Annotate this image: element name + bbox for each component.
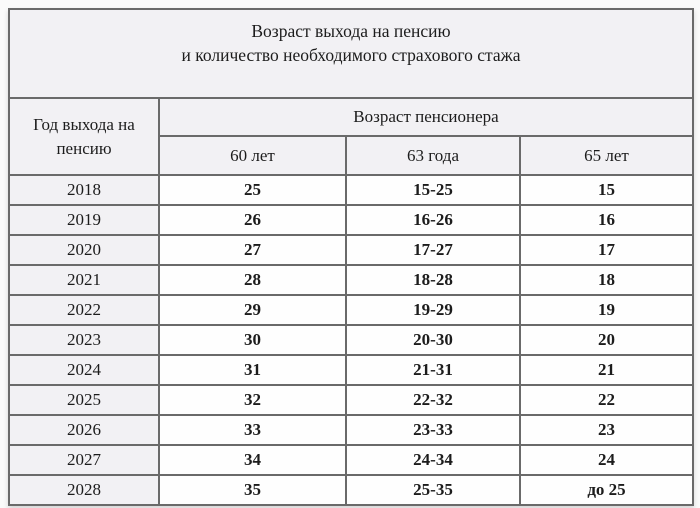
table-row: 2019 26 16-26 16 <box>8 204 694 236</box>
experience-at-65-cell: 20 <box>519 324 694 356</box>
pension-table: Возраст выхода на пенсию и количество не… <box>8 8 694 506</box>
experience-at-60-cell: 34 <box>158 444 347 476</box>
experience-at-60-cell: 26 <box>158 204 347 236</box>
year-cell: 2020 <box>8 234 160 266</box>
experience-at-60-cell: 30 <box>158 324 347 356</box>
experience-at-60-cell: 32 <box>158 384 347 416</box>
experience-at-63-cell: 15-25 <box>345 174 521 206</box>
experience-at-60-cell: 27 <box>158 234 347 266</box>
table-row: 2021 28 18-28 18 <box>8 264 694 296</box>
experience-at-60-cell: 28 <box>158 264 347 296</box>
age-header-60: 60 лет <box>158 135 347 176</box>
experience-at-60-cell: 35 <box>158 474 347 506</box>
experience-at-65-cell: 16 <box>519 204 694 236</box>
table-row: 2020 27 17-27 17 <box>8 234 694 266</box>
experience-at-63-cell: 25-35 <box>345 474 521 506</box>
experience-at-65-cell: 23 <box>519 414 694 446</box>
table-title-line2: и количество необходимого страхового ста… <box>181 45 521 65</box>
table-row: 2018 25 15-25 15 <box>8 174 694 206</box>
experience-at-63-cell: 17-27 <box>345 234 521 266</box>
experience-at-60-cell: 29 <box>158 294 347 326</box>
table-row: 2023 30 20-30 20 <box>8 324 694 356</box>
experience-at-63-cell: 23-33 <box>345 414 521 446</box>
table-title-row: Возраст выхода на пенсию и количество не… <box>8 8 694 99</box>
year-column-header: Год выхода на пенсию <box>8 97 160 176</box>
table-title: Возраст выхода на пенсию и количество не… <box>8 8 694 99</box>
table-row: 2027 34 24-34 24 <box>8 444 694 476</box>
table-row: 2026 33 23-33 23 <box>8 414 694 446</box>
table-row: 2022 29 19-29 19 <box>8 294 694 326</box>
experience-at-63-cell: 18-28 <box>345 264 521 296</box>
experience-at-60-cell: 31 <box>158 354 347 386</box>
year-cell: 2026 <box>8 414 160 446</box>
header-row-ages: 60 лет 63 года 65 лет <box>9 135 694 176</box>
year-cell: 2018 <box>8 174 160 206</box>
experience-at-65-cell: до 25 <box>519 474 694 506</box>
experience-at-60-cell: 33 <box>158 414 347 446</box>
experience-at-60-cell: 25 <box>158 174 347 206</box>
experience-at-65-cell: 21 <box>519 354 694 386</box>
year-cell: 2027 <box>8 444 160 476</box>
header-row-group: Год выхода на пенсию Возраст пенсионера <box>8 97 694 176</box>
experience-at-63-cell: 22-32 <box>345 384 521 416</box>
year-cell: 2022 <box>8 294 160 326</box>
experience-at-63-cell: 21-31 <box>345 354 521 386</box>
experience-at-65-cell: 22 <box>519 384 694 416</box>
experience-at-65-cell: 24 <box>519 444 694 476</box>
pensioner-age-group-header: Возраст пенсионера <box>158 97 694 137</box>
experience-at-63-cell: 19-29 <box>345 294 521 326</box>
experience-at-65-cell: 17 <box>519 234 694 266</box>
year-cell: 2021 <box>8 264 160 296</box>
experience-at-63-cell: 16-26 <box>345 204 521 236</box>
experience-at-65-cell: 19 <box>519 294 694 326</box>
table-title-line1: Возраст выхода на пенсию <box>251 21 451 41</box>
table-row: 2024 31 21-31 21 <box>8 354 694 386</box>
experience-at-65-cell: 15 <box>519 174 694 206</box>
year-cell: 2024 <box>8 354 160 386</box>
experience-at-65-cell: 18 <box>519 264 694 296</box>
year-cell: 2023 <box>8 324 160 356</box>
table-row: 2025 32 22-32 22 <box>8 384 694 416</box>
age-header-65: 65 лет <box>519 135 694 176</box>
table-row: 2028 35 25-35 до 25 <box>8 474 694 506</box>
year-cell: 2019 <box>8 204 160 236</box>
experience-at-63-cell: 20-30 <box>345 324 521 356</box>
year-cell: 2028 <box>8 474 160 506</box>
year-cell: 2025 <box>8 384 160 416</box>
experience-at-63-cell: 24-34 <box>345 444 521 476</box>
age-header-63: 63 года <box>345 135 521 176</box>
